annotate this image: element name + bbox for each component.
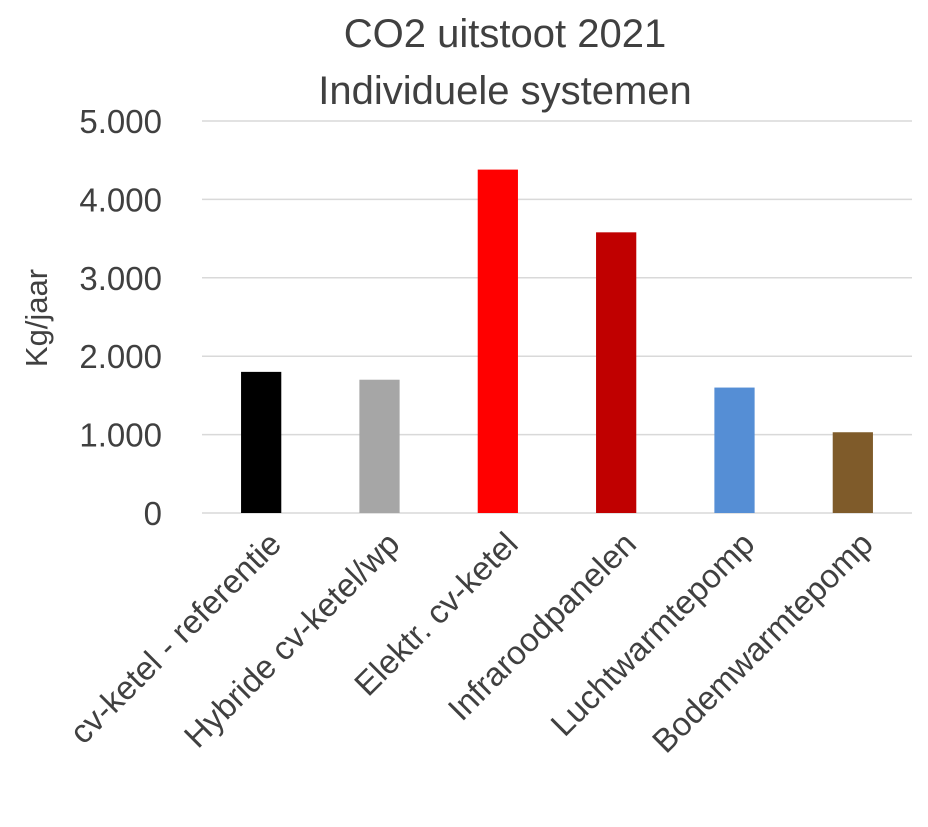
chart-title-line-1: CO2 uitstoot 2021 (344, 12, 666, 56)
y-tick-label: 4.000 (79, 181, 162, 218)
bar-5 (832, 432, 873, 513)
chart-title: CO2 uitstoot 2021 Individuele systemen (318, 12, 692, 113)
bar-1 (359, 379, 400, 513)
bar-3 (596, 232, 637, 513)
y-axis-ticks: 0 1.000 2.000 3.000 4.000 5.000 (79, 103, 162, 532)
y-tick-label: 0 (144, 495, 162, 532)
y-tick-label: 3.000 (79, 260, 162, 297)
y-tick-label: 2.000 (79, 338, 162, 375)
bar-series (241, 169, 873, 513)
x-category-label: cv-ketel - referentie (62, 525, 288, 751)
x-category-label: Bodemwarmtepomp (645, 525, 880, 760)
y-gridlines (202, 120, 912, 514)
bar-0 (241, 371, 282, 513)
x-category-label: Luchtwarmtepomp (543, 525, 761, 743)
y-axis-title: Kg/jaar (19, 269, 54, 367)
y-tick-label: 1.000 (79, 417, 162, 454)
bar-2 (477, 169, 518, 513)
chart-title-line-2: Individuele systemen (318, 69, 692, 113)
x-category-label: Hybride cv-ketel/wp (177, 525, 407, 755)
bar-4 (714, 387, 755, 513)
y-tick-label: 5.000 (79, 103, 162, 140)
